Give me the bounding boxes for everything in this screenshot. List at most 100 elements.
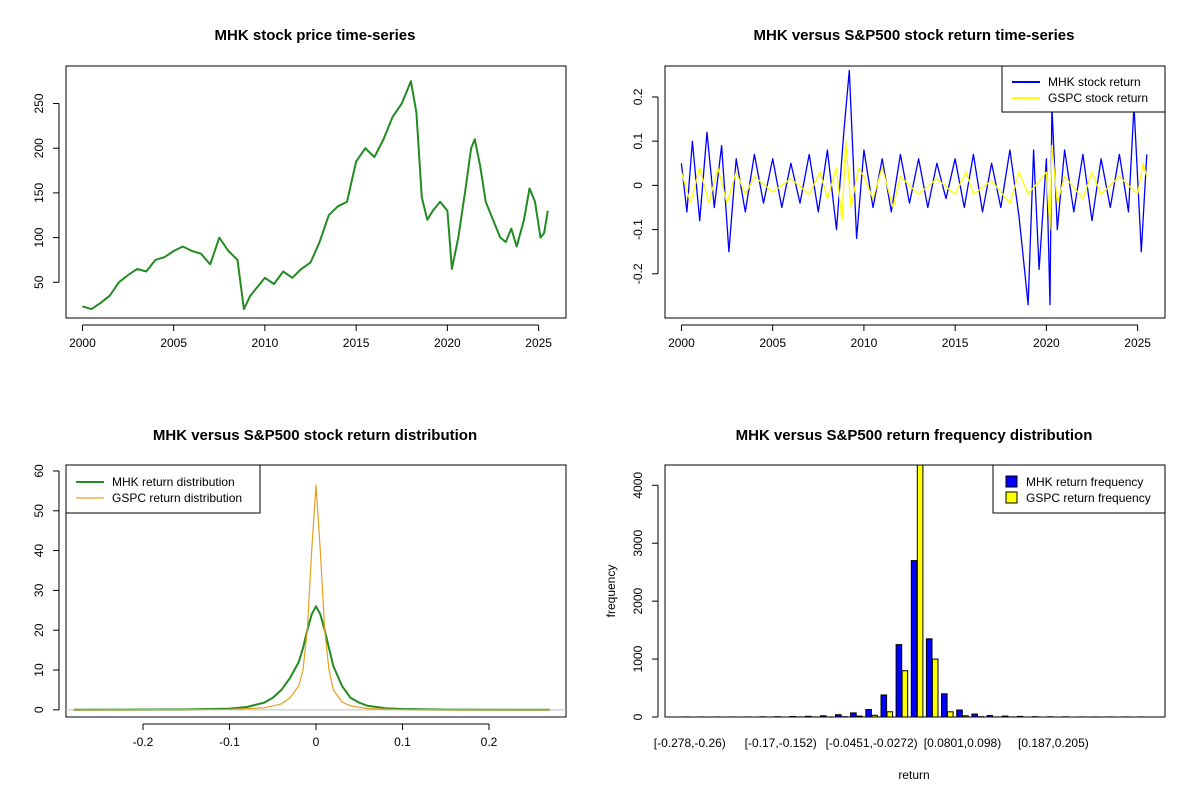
mhk-frequency-bar (1001, 715, 1009, 718)
mhk-price-line (82, 80, 549, 311)
mhk-frequency-bar (910, 560, 918, 718)
price-x-tick-label: 2015 (343, 336, 370, 350)
frequency-x-tick-label: [0.187,0.205) (1018, 736, 1089, 750)
mhk-frequency-bar (850, 712, 857, 718)
distribution-y-tick-label: 30 (32, 583, 46, 597)
return-ts-x-tick-label: 2005 (759, 336, 786, 350)
return-ts-y-tick-label: 0.1 (631, 132, 645, 149)
distribution-y-axis: 0 10 20 30 40 50 60 (32, 464, 60, 713)
mhk-frequency-bar (956, 709, 963, 718)
frequency-x-axis: [-0.278,-0.26) [-0.17,-0.152) [-0.0451,-0.… (654, 736, 1089, 750)
return-ts-y-tick-label: -0.1 (631, 219, 645, 240)
return-ts-x-tick-label: 2020 (1033, 336, 1060, 350)
distribution-x-tick-label: -0.2 (133, 735, 154, 749)
mhk-distribution-legend-label: MHK return distribution (112, 475, 235, 489)
price-y-tick-label: 100 (32, 227, 46, 247)
price-chart-title: MHK stock price time-series (215, 27, 416, 44)
return-ts-y-axis: -0.2 -0.1 0 0.1 0.2 (631, 88, 659, 284)
distribution-x-tick-label: 0.2 (481, 735, 498, 749)
mhk-frequency-bar (789, 716, 797, 718)
mhk-density-line (73, 605, 550, 711)
return-ts-y-tick-label: 0.2 (631, 88, 645, 105)
return-ts-x-tick-label: 2010 (851, 336, 878, 350)
gspc-frequency-legend-label: GSPC return frequency (1026, 491, 1151, 505)
price-panel: MHK stock price time-series 2000 2005 2010… (32, 27, 567, 350)
distribution-legend: MHK return distribution GSPC return dist… (65, 464, 261, 514)
gspc-density-line (73, 484, 550, 711)
frequency-x-tick-label: [-0.17,-0.152) (745, 736, 817, 750)
frequency-x-tick-label: [-0.278,-0.26) (654, 736, 726, 750)
frequency-chart-title: MHK versus S&P500 return frequency distr… (736, 427, 1093, 444)
distribution-y-tick-label: 20 (32, 623, 46, 637)
distribution-chart-title: MHK versus S&P500 stock return distribut… (153, 427, 477, 444)
distribution-plot-frame (65, 464, 567, 718)
frequency-x-tick-label: [-0.0451,-0.0272) (826, 736, 918, 750)
price-x-tick-label: 2010 (252, 336, 279, 350)
return-ts-legend-box (1001, 65, 1166, 113)
mhk-frequency-legend-swatch (1005, 475, 1018, 488)
mhk-frequency-bar (865, 709, 872, 718)
return-ts-y-tick-label: 0 (631, 182, 645, 189)
mhk-return-line (680, 69, 1148, 306)
gspc-frequency-bar (856, 715, 863, 718)
price-x-tick-label: 2005 (160, 336, 187, 350)
gspc-frequency-bar (931, 658, 939, 718)
gspc-frequency-bar (962, 715, 969, 718)
gspc-return-line (680, 140, 1148, 231)
price-x-axis: 2000 2005 2010 2015 2020 2025 (69, 324, 552, 350)
distribution-y-tick-label: 60 (32, 464, 46, 478)
return-ts-x-tick-label: 2025 (1124, 336, 1151, 350)
frequency-y-tick-label: 3000 (631, 530, 645, 557)
return-ts-x-tick-label: 2015 (942, 336, 969, 350)
return-ts-chart-title: MHK versus S&P500 stock return time-seri… (754, 27, 1075, 44)
return-ts-y-tick-label: -0.2 (631, 263, 645, 284)
distribution-legend-box (65, 464, 261, 514)
distribution-panel: MHK versus S&P500 stock return distribut… (32, 427, 567, 749)
frequency-legend-box (992, 464, 1166, 514)
frequency-y-tick-label: 0 (631, 713, 645, 720)
gspc-frequency-legend-swatch (1005, 491, 1018, 504)
gspc-distribution-legend-label: GSPC return distribution (112, 491, 242, 505)
gspc-frequency-bar (916, 464, 924, 718)
mhk-frequency-bar (1016, 715, 1024, 718)
mhk-frequency-bar (941, 693, 948, 718)
price-x-tick-label: 2000 (69, 336, 96, 350)
distribution-y-tick-label: 50 (32, 504, 46, 518)
price-y-tick-label: 250 (32, 93, 46, 113)
frequency-x-axis-label: return (898, 768, 929, 782)
mhk-frequency-bar (819, 715, 827, 718)
distribution-y-tick-label: 40 (32, 544, 46, 558)
frequency-plot-area (683, 464, 1145, 718)
mhk-frequency-bar (880, 694, 888, 718)
distribution-y-tick-label: 0 (32, 706, 46, 713)
mhk-frequency-bar (895, 644, 903, 718)
gspc-frequency-bar (871, 714, 878, 718)
return-ts-panel: MHK versus S&P500 stock return time-seri… (631, 27, 1166, 350)
gspc-frequency-bar (947, 711, 954, 718)
return-ts-plot-area (680, 69, 1148, 306)
gspc-return-legend-label: GSPC stock return (1048, 91, 1148, 105)
frequency-y-tick-label: 2000 (631, 587, 645, 614)
price-y-tick-label: 50 (32, 275, 46, 289)
distribution-x-tick-label: 0 (313, 735, 320, 749)
distribution-x-axis: -0.2 -0.1 0 0.1 0.2 (133, 723, 498, 749)
return-ts-plot-frame (664, 65, 1166, 319)
return-ts-x-tick-label: 2000 (668, 336, 695, 350)
price-x-tick-label: 2025 (525, 336, 552, 350)
mhk-frequency-bar (986, 715, 994, 718)
mhk-frequency-legend-label: MHK return frequency (1026, 475, 1143, 489)
price-y-tick-label: 200 (32, 138, 46, 158)
return-ts-legend: MHK stock return GSPC stock return (1001, 65, 1166, 113)
price-plot-frame (65, 65, 567, 319)
gspc-frequency-bar (901, 670, 909, 718)
frequency-y-tick-label: 1000 (631, 645, 645, 672)
return-ts-x-axis: 2000 2005 2010 2015 2020 2025 (668, 324, 1151, 350)
frequency-x-tick-label: [0.0801,0.098) (924, 736, 1001, 750)
frequency-y-axis-label: frequency (604, 565, 618, 618)
price-x-tick-label: 2020 (434, 336, 461, 350)
frequency-y-axis: 0 1000 2000 3000 4000 (631, 472, 659, 720)
price-y-axis: 50 100 150 200 250 (32, 93, 60, 289)
mhk-frequency-bar (835, 714, 842, 718)
distribution-plot-area (66, 484, 566, 711)
